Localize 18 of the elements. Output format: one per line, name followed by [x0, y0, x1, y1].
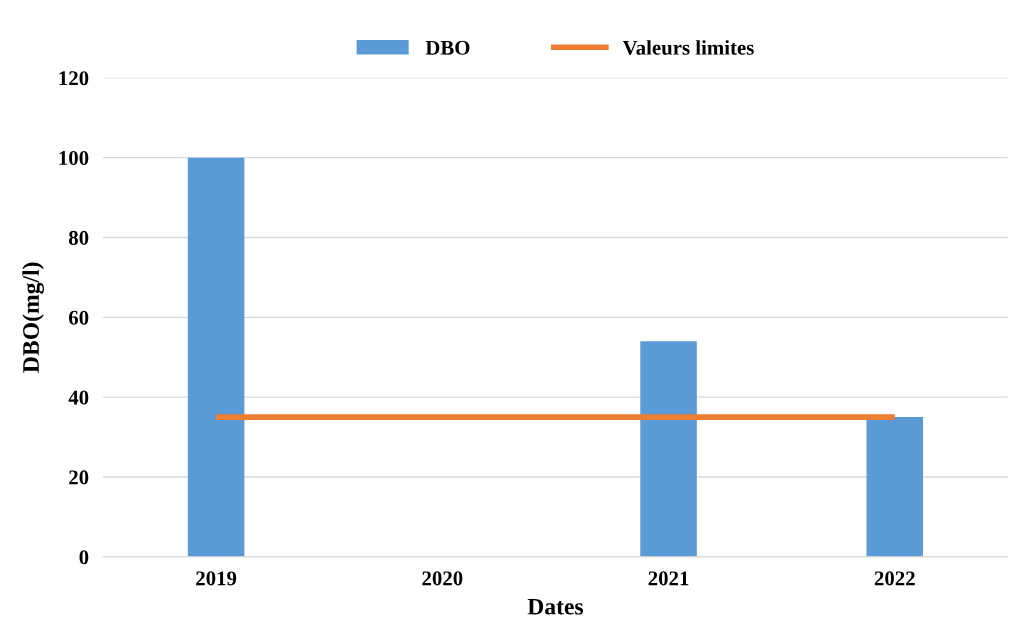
y-tick-label: 60: [68, 310, 89, 325]
y-axis-title: DBO(mg/l): [22, 262, 44, 373]
y-tick-label: 20: [69, 470, 89, 485]
legend-label: DBO: [425, 40, 470, 55]
x-tick-label: 2021: [648, 571, 689, 586]
x-tick-label: 2019: [196, 571, 237, 586]
y-tick-label: 80: [68, 230, 89, 245]
bar: [187, 157, 245, 557]
y-tick-label: 0: [79, 550, 89, 565]
y-tick-label: 120: [59, 71, 89, 86]
legend-label: Valeurs limites: [622, 40, 754, 55]
bar: [640, 341, 697, 557]
x-tick-label: 2022: [874, 571, 915, 586]
x-axis-title: Dates: [527, 598, 584, 615]
y-tick-label: 40: [68, 390, 89, 405]
y-tick-label: 100: [59, 151, 89, 166]
x-tick-label: 2020: [422, 571, 463, 586]
bar: [866, 417, 924, 557]
